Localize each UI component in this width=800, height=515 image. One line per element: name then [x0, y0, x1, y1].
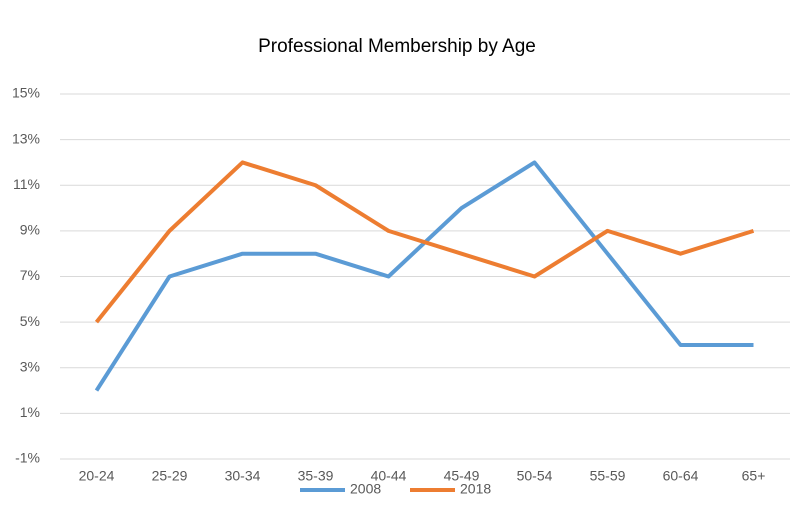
x-tick-label: 60-64 — [663, 468, 699, 484]
legend-label: 2018 — [460, 481, 491, 497]
x-tick-label: 55-59 — [590, 468, 626, 484]
x-tick-label: 30-34 — [225, 468, 261, 484]
y-tick-label: 11% — [13, 176, 40, 192]
y-tick-label: -1% — [15, 450, 40, 466]
chart-title: Professional Membership by Age — [258, 36, 536, 57]
y-tick-label: 3% — [20, 358, 40, 374]
y-tick-label: 13% — [12, 130, 40, 146]
x-tick-label: 35-39 — [298, 468, 334, 484]
x-tick-label: 40-44 — [371, 468, 407, 484]
x-tick-label: 25-29 — [152, 468, 188, 484]
x-tick-label: 65+ — [742, 468, 766, 484]
y-tick-label: 1% — [20, 404, 40, 420]
y-tick-label: 15% — [12, 85, 40, 101]
y-tick-label: 5% — [20, 313, 40, 329]
x-tick-label: 50-54 — [517, 468, 553, 484]
y-tick-label: 7% — [20, 267, 40, 283]
series-line — [94, 160, 755, 324]
legend-label: 2008 — [350, 481, 381, 497]
y-tick-label: 9% — [20, 222, 40, 238]
x-tick-label: 45-49 — [444, 468, 480, 484]
x-tick-label: 20-24 — [79, 468, 115, 484]
